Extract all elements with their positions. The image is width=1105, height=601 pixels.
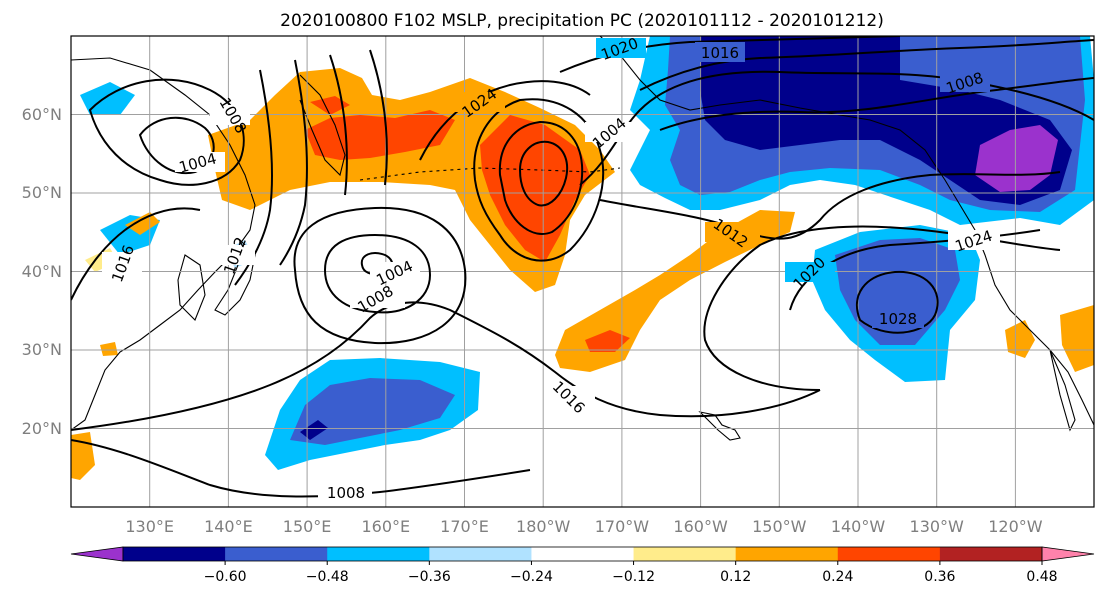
colorbar-segment (429, 547, 532, 561)
colorbar-tick-label: 0.24 (822, 569, 853, 585)
longitude-tick-labels: 130°E 140°E 150°E 160°E 170°E 180°W 170°… (125, 517, 1042, 536)
isobar-northwest-1008 (88, 78, 245, 186)
lat-tick-label: 40°N (22, 262, 62, 281)
lon-tick-label: 130°E (125, 517, 174, 536)
baja-peninsula (1049, 349, 1076, 432)
isobar-far-west-1016 (71, 207, 201, 301)
colorbar-tick-label: −0.48 (306, 569, 349, 585)
lon-tick-label: 170°W (595, 517, 650, 536)
isobar-label: 1028 (879, 310, 917, 328)
graticule (71, 36, 1094, 507)
northwest-red-spot (310, 96, 350, 115)
isobar-low-1012 (293, 206, 467, 345)
lon-tick-label: 160°E (361, 517, 410, 536)
lon-tick-label: 150°W (752, 517, 807, 536)
colorbar-tick-label: 0.48 (1026, 569, 1057, 585)
colorbar-tick-label: 0.12 (720, 569, 751, 585)
colorbar-segment (939, 547, 1043, 561)
central-pacific-red-spot (585, 330, 630, 352)
lat-tick-label: 50°N (22, 183, 62, 202)
subtropical-east-blue-core (835, 238, 960, 345)
colorbar: −0.60 −0.48 −0.36 −0.24 −0.12 0.12 0.24 0.36 0.4… (70, 546, 1095, 585)
colorbar-tick-label: −0.24 (510, 569, 553, 585)
isobar-aleutian-high-ring-1 (473, 98, 605, 262)
lon-tick-label: 140°W (831, 517, 886, 536)
lon-tick-label: 180°W (516, 517, 571, 536)
lat-tick-label: 60°N (22, 105, 62, 124)
isobar-1028-high (855, 270, 939, 334)
baja-positive-patch (1060, 305, 1094, 372)
lat-tick-label: 30°N (22, 340, 62, 359)
colorbar-segment (225, 547, 328, 561)
isobar-1024-aleutian-arc (419, 80, 591, 161)
latitude-tick-labels: 60°N 50°N 40°N 30°N 20°N (22, 105, 62, 438)
isobar-1012-gulf (599, 171, 1061, 240)
colorbar-segment (531, 547, 635, 561)
isobar-1008-gulf (659, 77, 1094, 131)
colorbar-extend-max (1041, 546, 1095, 562)
colorbar-segment (735, 547, 839, 561)
lon-tick-label: 170°E (440, 517, 489, 536)
colorbar-tick-label: 0.36 (924, 569, 955, 585)
colorbar-segment (837, 547, 941, 561)
isobar-1016-north (639, 39, 1094, 91)
colorbar-segment (633, 547, 737, 561)
colorbar-tick-label: −0.36 (408, 569, 451, 585)
map-panel: 1020 1016 1008 1024 1008 1004 1004 1004 … (71, 36, 1094, 507)
kamchatka-coastline (299, 74, 346, 177)
isobars (71, 36, 1094, 498)
isobar-west-vertical-4 (369, 49, 388, 186)
korea-coastline (177, 254, 206, 321)
isobar-1016-south (71, 301, 821, 431)
lon-tick-label: 140°E (204, 517, 253, 536)
colorbar-tick-label: −0.12 (612, 569, 655, 585)
lon-tick-label: 120°W (988, 517, 1043, 536)
map-frame (70, 35, 1095, 508)
china-positive-patch (100, 342, 118, 356)
isobar-west-vertical-3 (329, 54, 348, 196)
north-america-west-coast (974, 229, 1094, 426)
isobar-west-vertical-2 (279, 59, 308, 266)
isobar-label: 1008 (327, 484, 365, 502)
isobar-aleutian-high-ring-3 (518, 140, 568, 207)
west-coast-positive-patch (1005, 320, 1035, 358)
colorbar-extend-min (70, 546, 124, 562)
lon-tick-label: 160°W (673, 517, 728, 536)
colorbar-tick-label: −0.60 (204, 569, 247, 585)
figure-title: 2020100800 F102 MSLP, precipitation PC (… (280, 11, 884, 31)
lon-tick-label: 150°E (283, 517, 332, 536)
japan-positive-patch (125, 212, 160, 235)
colorbar-segment (123, 547, 226, 561)
hawaii-islands (698, 411, 741, 441)
colorbar-frame (122, 546, 1043, 562)
lon-tick-label: 130°W (910, 517, 965, 536)
colorbar-segment (327, 547, 430, 561)
central-pacific-positive-band (555, 210, 795, 372)
aleutian-arc (359, 167, 621, 181)
isobar-aleutian-high-ring-2 (498, 120, 584, 235)
isobar-label: 1016 (701, 44, 739, 62)
lat-tick-label: 20°N (22, 419, 62, 438)
isobar-1008-south (71, 439, 531, 498)
